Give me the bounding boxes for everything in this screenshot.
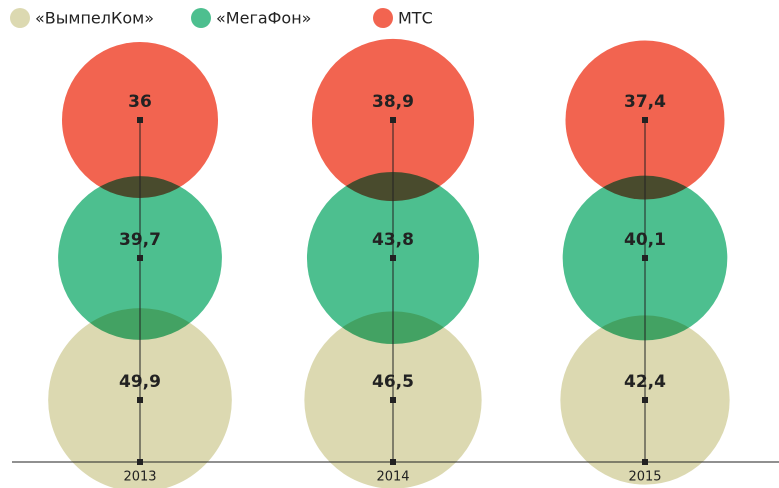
value-label: 39,7 <box>119 230 161 250</box>
point-square <box>390 397 396 403</box>
value-label: 43,8 <box>372 230 414 250</box>
value-label: 36 <box>128 92 152 112</box>
legend-swatch <box>373 8 393 28</box>
point-square <box>137 117 143 123</box>
legend-swatch <box>191 8 211 28</box>
x-tick-label: 2014 <box>376 470 409 485</box>
tick-square <box>137 459 143 465</box>
value-label: 42,4 <box>624 372 666 392</box>
legend-label: «МегаФон» <box>216 9 311 28</box>
tick-square <box>390 459 396 465</box>
legend-swatch <box>10 8 30 28</box>
point-square <box>642 117 648 123</box>
value-label: 46,5 <box>372 372 414 392</box>
value-label: 40,1 <box>624 230 666 250</box>
value-label: 37,4 <box>624 92 666 112</box>
value-label: 38,9 <box>372 92 414 112</box>
point-square <box>642 255 648 261</box>
legend-label: МТС <box>398 9 433 28</box>
point-square <box>642 397 648 403</box>
point-square <box>137 397 143 403</box>
x-tick-label: 2015 <box>628 470 661 485</box>
legend-label: «ВымпелКом» <box>35 9 154 28</box>
x-tick-label: 2013 <box>123 470 156 485</box>
value-label: 49,9 <box>119 372 161 392</box>
point-square <box>137 255 143 261</box>
point-square <box>390 255 396 261</box>
point-square <box>390 117 396 123</box>
tick-square <box>642 459 648 465</box>
